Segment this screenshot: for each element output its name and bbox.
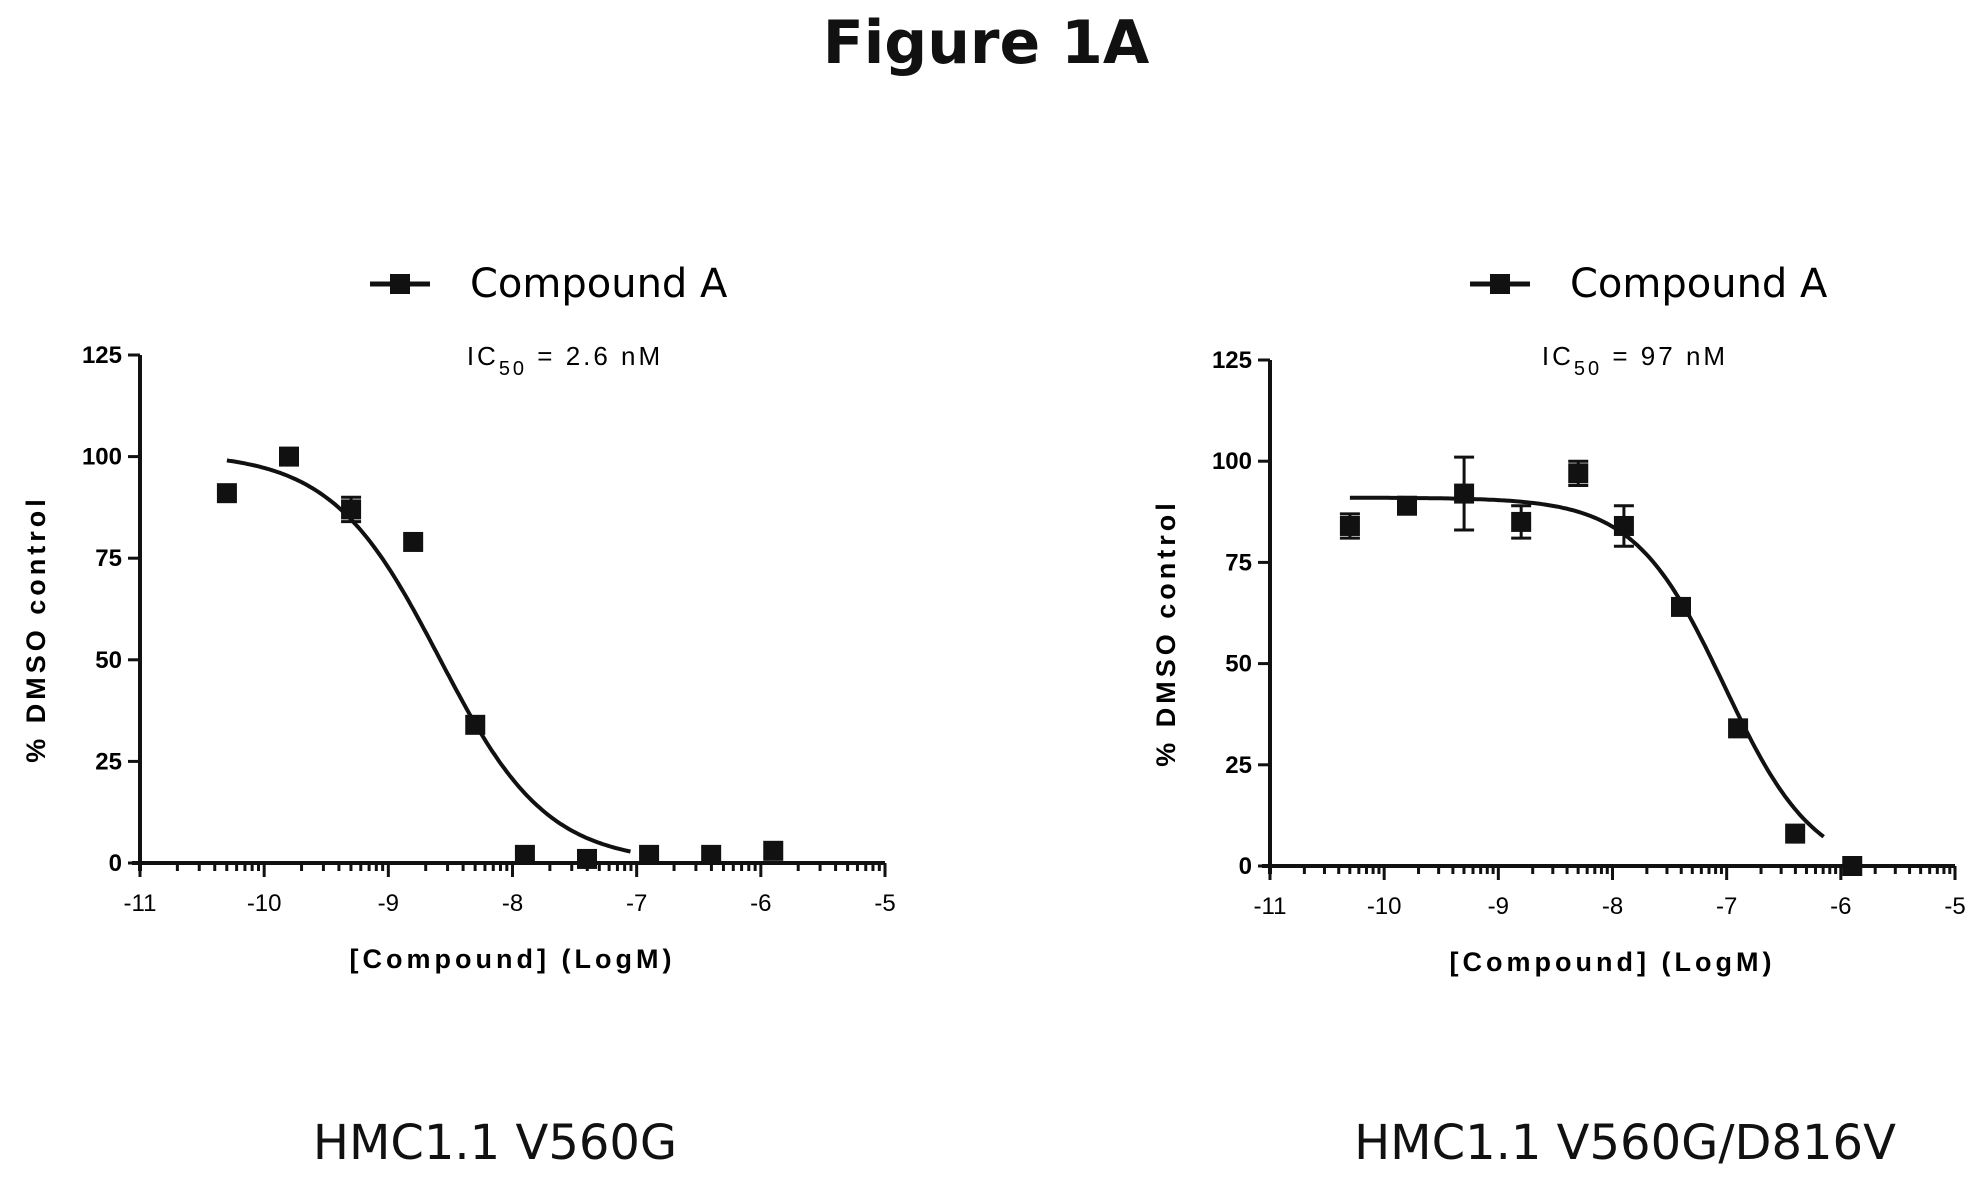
x-axis-title: [Compound] (LogM) <box>1450 947 1776 977</box>
y-tick-label: 100 <box>82 444 122 471</box>
data-point <box>1613 515 1634 536</box>
x-tick-label: -5 <box>874 890 895 917</box>
legend-label: Compound A <box>470 261 728 307</box>
ic50-annotation: IC50 = 2.6 nM <box>467 341 663 380</box>
figure-title: Figure 1A <box>822 8 1150 78</box>
data-point <box>279 446 299 467</box>
x-tick-label: -5 <box>1944 893 1965 920</box>
x-tick-label: -9 <box>378 890 399 917</box>
x-tick-label: -11 <box>1254 893 1287 920</box>
x-tick-label: -6 <box>1830 893 1851 920</box>
y-tick-label: 0 <box>1239 853 1252 880</box>
data-point <box>1728 718 1749 739</box>
x-tick-label: -10 <box>1367 893 1402 920</box>
x-axis-title: [Compound] (LogM) <box>350 944 676 974</box>
panel-caption-left: HMC1.1 V560G <box>312 1115 678 1171</box>
y-tick-label: 0 <box>109 850 122 877</box>
data-point <box>1339 515 1360 536</box>
x-tick-label: -9 <box>1488 893 1509 920</box>
data-point <box>701 844 722 865</box>
x-tick-label: -7 <box>626 890 647 917</box>
data-point <box>341 499 362 520</box>
data-point <box>1568 463 1589 484</box>
y-tick-label: 25 <box>95 748 122 775</box>
data-point <box>403 531 424 552</box>
x-tick-label: -11 <box>124 890 157 917</box>
x-tick-label: -8 <box>502 890 523 917</box>
legend-marker <box>390 274 410 294</box>
panel-caption-right: HMC1.1 V560G/D816V <box>1354 1115 1896 1171</box>
y-tick-label: 75 <box>95 545 122 572</box>
legend: Compound A <box>370 261 728 307</box>
y-axis-title: % DMSO control <box>1151 499 1181 767</box>
data-point <box>1785 823 1806 844</box>
data-point <box>1842 856 1863 876</box>
data-point <box>1511 511 1532 532</box>
y-tick-label: 50 <box>95 647 122 674</box>
fit-curve <box>1349 495 1825 839</box>
y-tick-label: 125 <box>1212 347 1252 374</box>
legend-label: Compound A <box>1570 261 1828 307</box>
x-tick-label: -7 <box>1716 893 1737 920</box>
chart-panel-left: 0 25 50 75 100 125 -11 -10 -9 -8 -7 -6 -5 [Compound] … <box>21 261 896 974</box>
data-point <box>1671 596 1691 617</box>
chart-panel-right: 0 25 50 75 100 125 -11 -10 -9 -8 -7 -6 -5 [Compound] … <box>1151 261 1966 977</box>
legend-marker <box>1490 274 1510 294</box>
fit-curve <box>226 458 631 854</box>
x-tick-label: -10 <box>247 890 282 917</box>
data-point <box>1454 483 1475 504</box>
data-point <box>465 714 486 735</box>
ic50-annotation: IC50 = 97 nM <box>1542 341 1728 380</box>
y-axis-title: % DMSO control <box>21 495 51 763</box>
data-point <box>763 840 784 861</box>
y-tick-label: 50 <box>1225 651 1252 678</box>
data-point <box>514 844 535 865</box>
y-tick-label: 25 <box>1225 752 1252 779</box>
y-tick-label: 125 <box>82 342 122 369</box>
legend: Compound A <box>1470 261 1828 307</box>
y-tick-label: 75 <box>1225 549 1252 576</box>
data-point <box>1397 495 1417 516</box>
data-point <box>639 844 660 865</box>
data-point <box>577 848 597 869</box>
y-tick-label: 100 <box>1212 448 1252 475</box>
x-tick-label: -6 <box>750 890 771 917</box>
data-point <box>216 483 237 504</box>
x-tick-label: -8 <box>1602 893 1623 920</box>
